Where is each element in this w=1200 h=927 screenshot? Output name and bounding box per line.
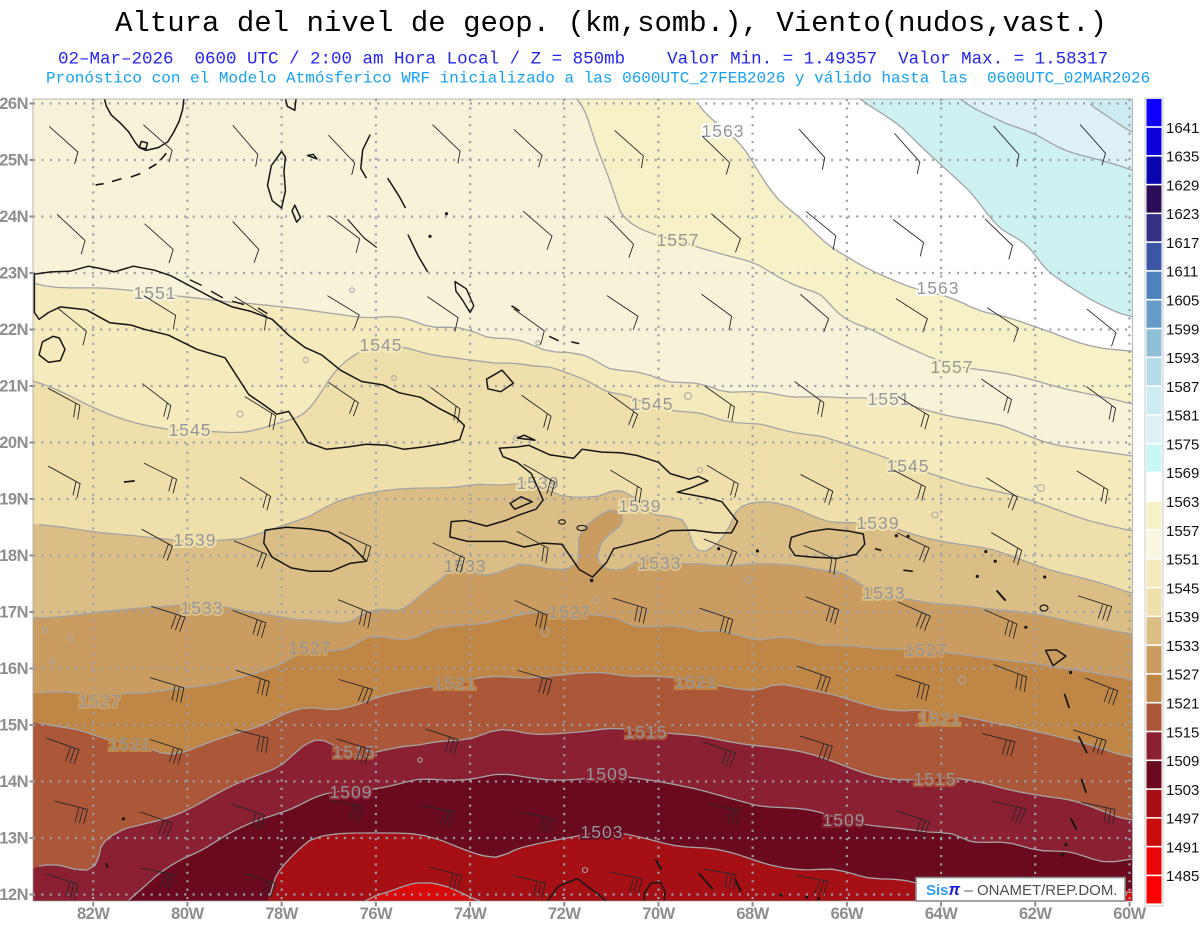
svg-text:Sisπ – ONAMET/REP.DOM.: Sisπ – ONAMET/REP.DOM. [926, 881, 1118, 899]
svg-text:1587: 1587 [1166, 379, 1199, 396]
svg-text:74W: 74W [454, 905, 487, 923]
svg-text:1563: 1563 [1166, 494, 1199, 511]
svg-text:20N: 20N [0, 434, 28, 452]
svg-text:78W: 78W [265, 905, 298, 923]
svg-text:1533: 1533 [639, 553, 682, 573]
svg-text:1545: 1545 [631, 394, 674, 414]
svg-text:1533: 1533 [181, 598, 224, 618]
svg-text:1611: 1611 [1166, 264, 1198, 281]
svg-text:23N: 23N [0, 265, 28, 283]
svg-text:1521: 1521 [675, 672, 718, 692]
svg-text:22N: 22N [0, 321, 28, 339]
svg-text:1503: 1503 [1166, 782, 1199, 799]
svg-text:12N: 12N [0, 886, 28, 904]
svg-text:1581: 1581 [1166, 408, 1199, 425]
svg-text:1551: 1551 [134, 283, 177, 303]
svg-text:1617: 1617 [1166, 235, 1199, 252]
svg-text:70W: 70W [642, 905, 675, 923]
svg-text:16N: 16N [0, 660, 28, 678]
svg-text:1527: 1527 [549, 602, 592, 622]
svg-text:68W: 68W [736, 905, 769, 923]
svg-text:24N: 24N [0, 208, 28, 226]
svg-text:Altura del nivel de geop. (km,: Altura del nivel de geop. (km,somb.), Vi… [115, 7, 1107, 40]
svg-text:80W: 80W [171, 905, 204, 923]
svg-text:1557: 1557 [657, 230, 700, 250]
svg-text:1527: 1527 [289, 638, 332, 658]
svg-text:1635: 1635 [1166, 149, 1199, 166]
svg-text:1539: 1539 [619, 496, 662, 516]
svg-text:1563: 1563 [917, 278, 960, 298]
svg-text:1515: 1515 [914, 769, 957, 789]
svg-text:1575: 1575 [1166, 436, 1199, 453]
svg-text:1521: 1521 [109, 734, 152, 754]
svg-text:1539: 1539 [857, 513, 900, 533]
svg-text:Pronóstico con el Modelo Atmós: Pronóstico con el Modelo Atmósferico WRF… [46, 70, 1150, 88]
svg-text:1593: 1593 [1166, 350, 1199, 367]
svg-text:1485: 1485 [1166, 868, 1199, 885]
svg-text:1533: 1533 [444, 556, 487, 576]
svg-text:64W: 64W [925, 905, 958, 923]
svg-text:1599: 1599 [1166, 321, 1199, 338]
svg-text:1545: 1545 [169, 420, 212, 440]
svg-text:1509: 1509 [586, 764, 629, 784]
svg-text:13N: 13N [0, 830, 28, 848]
svg-text:60W: 60W [1113, 905, 1146, 923]
svg-text:1527: 1527 [905, 640, 948, 660]
svg-text:1527: 1527 [79, 691, 122, 711]
svg-text:02–Mar–2026 0600 UTC / 2:00 a: 02–Mar–2026 0600 UTC / 2:00 am Hora Loca… [58, 50, 1108, 70]
svg-text:72W: 72W [548, 905, 581, 923]
svg-text:1509: 1509 [1166, 753, 1199, 770]
svg-text:1521: 1521 [434, 673, 477, 693]
svg-text:1557: 1557 [1166, 523, 1199, 540]
svg-text:1641: 1641 [1166, 120, 1199, 137]
svg-text:21N: 21N [0, 378, 28, 396]
svg-text:1491: 1491 [1166, 839, 1199, 856]
svg-text:25N: 25N [0, 152, 28, 170]
svg-text:1533: 1533 [863, 583, 906, 603]
svg-text:1545: 1545 [887, 456, 930, 476]
svg-text:18N: 18N [0, 547, 28, 565]
svg-text:17N: 17N [0, 604, 28, 622]
svg-text:1539: 1539 [1166, 609, 1199, 626]
svg-text:62W: 62W [1019, 905, 1052, 923]
svg-text:1551: 1551 [1166, 552, 1199, 569]
svg-text:76W: 76W [360, 905, 393, 923]
svg-text:1557: 1557 [931, 357, 974, 377]
svg-text:19N: 19N [0, 491, 28, 509]
svg-text:1629: 1629 [1166, 177, 1199, 194]
svg-text:1521: 1521 [919, 709, 962, 729]
svg-text:1569: 1569 [1166, 465, 1199, 482]
svg-text:82W: 82W [77, 905, 110, 923]
svg-text:1509: 1509 [330, 782, 373, 802]
svg-text:1527: 1527 [1166, 667, 1199, 684]
svg-text:1605: 1605 [1166, 293, 1199, 310]
svg-text:1545: 1545 [1166, 580, 1199, 597]
svg-text:1509: 1509 [823, 810, 866, 830]
svg-text:1539: 1539 [517, 473, 560, 493]
svg-text:1497: 1497 [1166, 811, 1199, 828]
svg-text:26N: 26N [0, 95, 28, 113]
svg-text:14N: 14N [0, 773, 28, 791]
svg-text:1539: 1539 [174, 530, 217, 550]
svg-text:1503: 1503 [581, 822, 624, 842]
svg-text:1563: 1563 [702, 121, 745, 141]
svg-text:1623: 1623 [1166, 206, 1199, 223]
svg-text:1521: 1521 [1166, 696, 1199, 713]
svg-text:1551: 1551 [868, 389, 911, 409]
svg-text:1545: 1545 [360, 335, 403, 355]
svg-text:1515: 1515 [1166, 724, 1199, 741]
svg-text:1515: 1515 [625, 722, 668, 742]
svg-text:1533: 1533 [1166, 638, 1199, 655]
svg-text:66W: 66W [831, 905, 864, 923]
svg-text:15N: 15N [0, 717, 28, 735]
